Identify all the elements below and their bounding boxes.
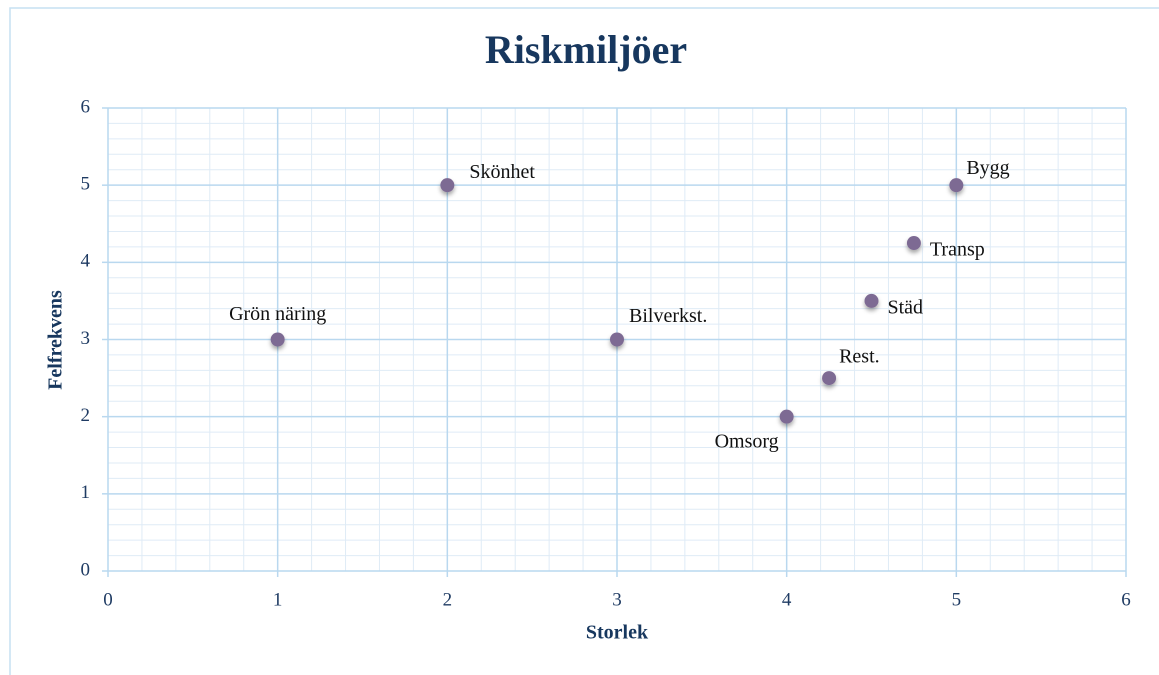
x-tick-label: 0 bbox=[103, 589, 113, 610]
point bbox=[440, 178, 455, 193]
x-tick-label: 3 bbox=[612, 589, 622, 610]
chart-title: Riskmiljöer bbox=[485, 27, 687, 72]
y-tick-label: 0 bbox=[81, 559, 91, 580]
point-label: Skönhet bbox=[469, 161, 535, 183]
point bbox=[610, 332, 624, 347]
point-label: Bygg bbox=[966, 157, 1009, 179]
point bbox=[949, 178, 964, 193]
chart-border bbox=[9, 7, 1159, 675]
x-tick-label: 6 bbox=[1121, 589, 1131, 610]
grid bbox=[107, 107, 1127, 572]
y-tick-label: 5 bbox=[81, 174, 91, 195]
point-label: Grön näring bbox=[229, 303, 326, 325]
y-tick-label: 3 bbox=[81, 328, 91, 349]
point bbox=[822, 371, 837, 386]
x-tick-label: 1 bbox=[273, 589, 283, 610]
point-label: Omsorg bbox=[715, 430, 779, 452]
y-tick-label: 6 bbox=[81, 96, 91, 117]
point bbox=[864, 293, 879, 308]
y-tick-label: 4 bbox=[81, 251, 91, 272]
point bbox=[270, 332, 285, 347]
y-tick-label: 2 bbox=[81, 405, 91, 426]
x-tick-label: 5 bbox=[952, 589, 962, 610]
y-tick-label: 1 bbox=[81, 482, 91, 503]
x-tick-label: 2 bbox=[443, 589, 453, 610]
point bbox=[779, 409, 794, 424]
x-tick-label: 4 bbox=[782, 589, 792, 610]
x-axis-label: Storlek bbox=[586, 622, 649, 644]
point bbox=[906, 236, 921, 251]
point-label: Bilverkst. bbox=[629, 305, 707, 327]
point-label: Städ bbox=[888, 297, 924, 319]
point-label: Transp bbox=[930, 239, 985, 261]
point-label: Rest. bbox=[839, 346, 880, 368]
y-axis-label: Felfrekvens bbox=[45, 290, 67, 390]
